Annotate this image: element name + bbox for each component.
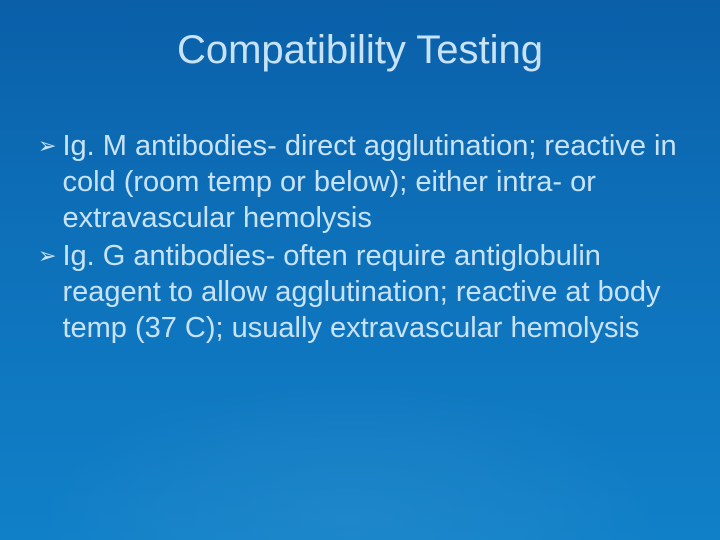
slide-body: ➢ Ig. M antibodies- direct agglutination… xyxy=(38,128,682,348)
bullet-text: Ig. G antibodies- often require antiglob… xyxy=(62,238,682,346)
bullet-marker-icon: ➢ xyxy=(38,128,56,164)
slide-title: Compatibility Testing xyxy=(0,28,720,73)
bullet-marker-icon: ➢ xyxy=(38,238,56,274)
bullet-text: Ig. M antibodies- direct agglutination; … xyxy=(62,128,682,236)
slide: Compatibility Testing ➢ Ig. M antibodies… xyxy=(0,0,720,540)
bullet-item: ➢ Ig. M antibodies- direct agglutination… xyxy=(38,128,682,236)
bullet-item: ➢ Ig. G antibodies- often require antigl… xyxy=(38,238,682,346)
